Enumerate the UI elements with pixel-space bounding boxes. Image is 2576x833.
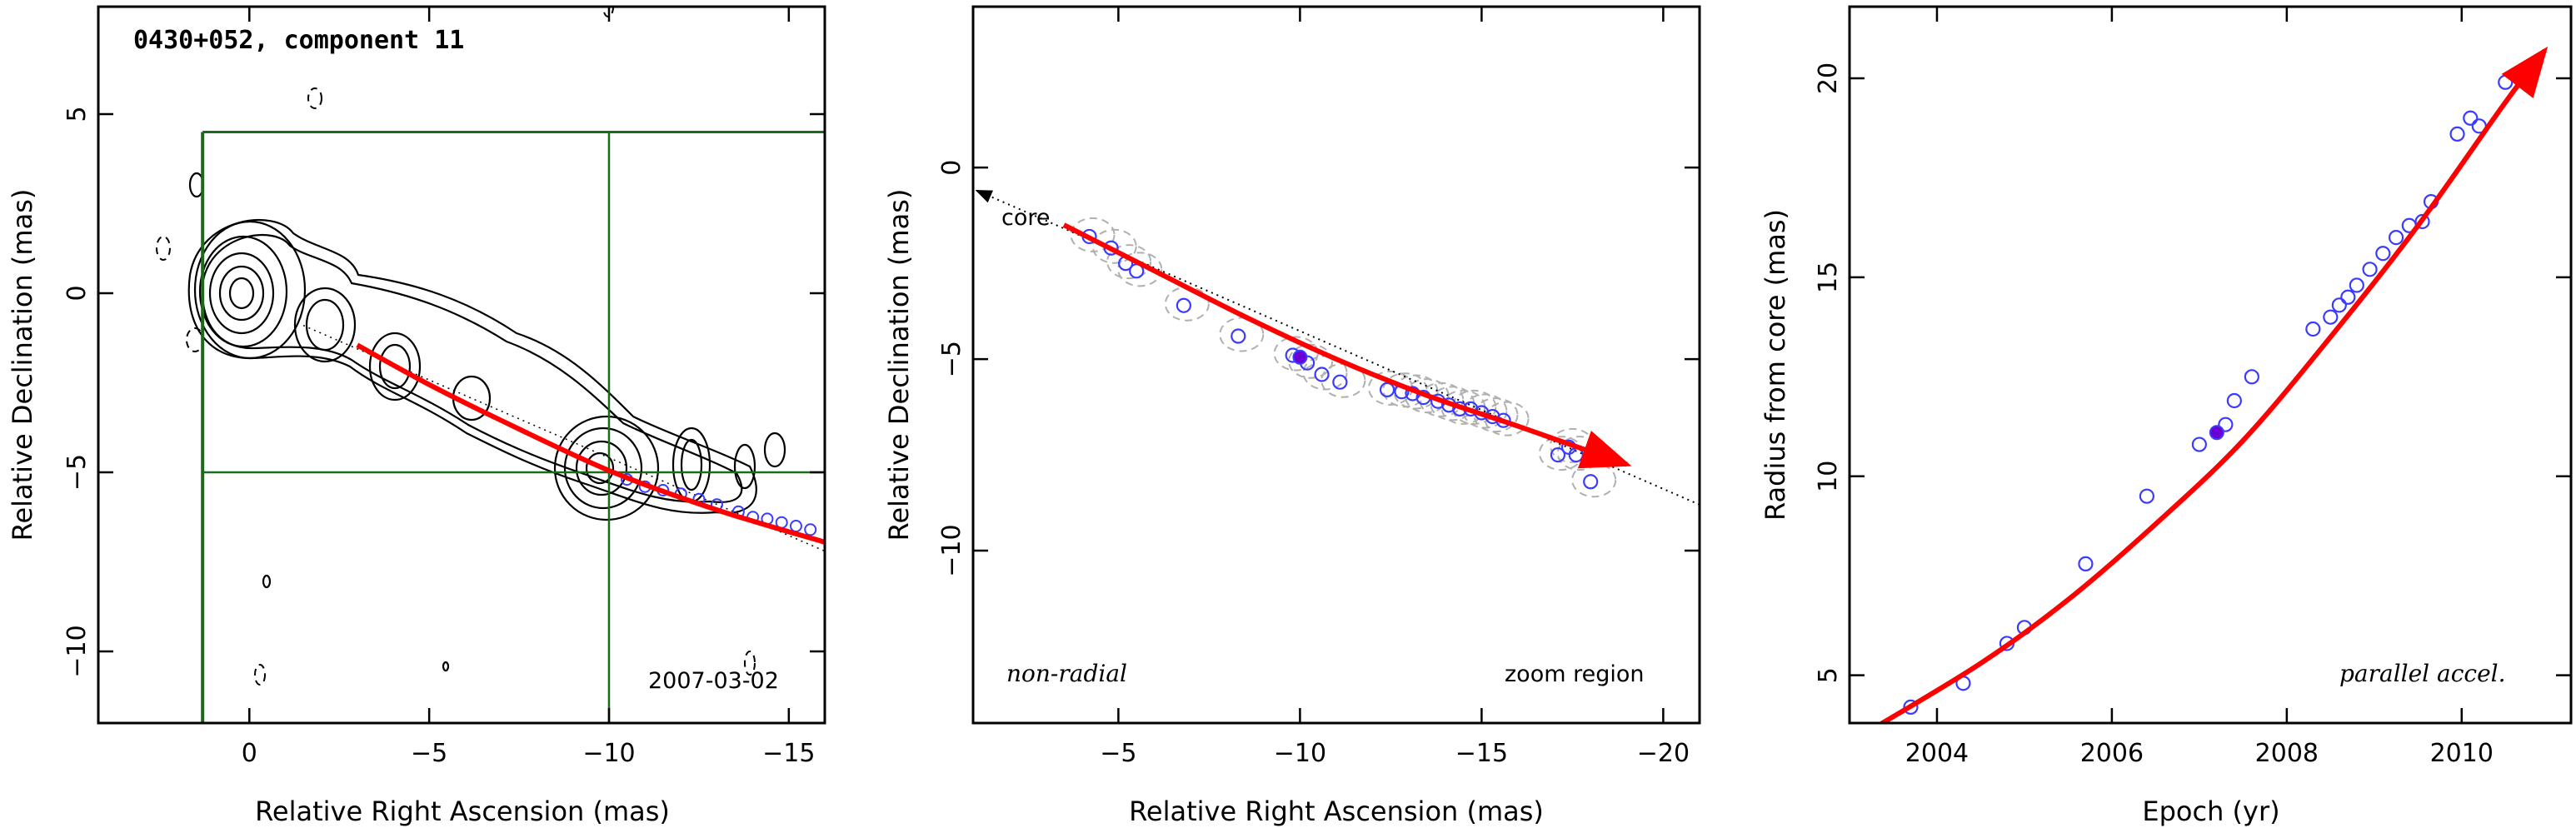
beam-circle: [1117, 252, 1163, 287]
radius-point: [2449, 126, 2465, 142]
x-tick-label: −5: [411, 739, 447, 768]
radius-point: [2349, 277, 2364, 293]
component-point: [789, 520, 802, 532]
radius-point: [2191, 436, 2207, 452]
panel2-annotation-right: zoom region: [1505, 661, 1644, 687]
panel1-title: 0430+052, component 11: [133, 26, 464, 55]
x-tick-label: −10: [1274, 739, 1326, 768]
x-tick-label: −20: [1637, 739, 1690, 768]
panel3-x-axis-label: Epoch (yr): [2142, 796, 2279, 827]
beam-circle: [1106, 244, 1152, 280]
x-tick-label: 2006: [2080, 739, 2144, 768]
radius-point: [2498, 74, 2514, 90]
panel2-core-label: core: [1001, 205, 1050, 231]
panel2-frame: [971, 5, 1701, 725]
beam-circle: [1091, 228, 1137, 264]
fit-trajectory: [1062, 222, 1632, 469]
radius-point: [2362, 262, 2378, 277]
beam-circle: [1164, 286, 1210, 322]
radius-point: [1903, 699, 1919, 715]
radius-point: [2388, 230, 2404, 246]
panel3-y-axis-label: Radius from core (mas): [1760, 209, 1791, 521]
beam-circle: [1462, 393, 1508, 429]
x-tick-label: −5: [1100, 739, 1136, 768]
highlighted-epoch-point: [2209, 425, 2224, 441]
component-point: [1332, 374, 1348, 390]
radius-point: [2139, 488, 2154, 504]
beam-circle: [1571, 462, 1617, 498]
beam-circle: [1070, 217, 1116, 252]
radius-point: [2078, 556, 2094, 571]
panel1-date-label: 2007-03-02: [648, 668, 779, 694]
radius-point: [2218, 416, 2234, 432]
acceleration-fit: [1877, 46, 2549, 723]
beam-circle: [1419, 382, 1465, 417]
fit-trajectory: [356, 342, 825, 545]
highlighted-epoch-point: [1292, 349, 1308, 365]
radius-point: [2226, 392, 2242, 409]
y-tick-label: −5: [937, 341, 966, 377]
radius-point: [2414, 213, 2430, 230]
component-point: [1314, 367, 1330, 382]
x-tick-label: 2008: [2255, 739, 2319, 768]
x-tick-label: −15: [1455, 739, 1508, 768]
x-tick-label: 2010: [2430, 739, 2494, 768]
component-point: [1176, 297, 1191, 313]
component-point: [804, 523, 817, 536]
radius-point: [2305, 321, 2321, 337]
beam-circle: [1404, 378, 1450, 414]
radius-point: [2323, 309, 2339, 325]
panel1-y-axis-label: Relative Declination (mas): [7, 189, 38, 541]
radius-point: [2244, 369, 2259, 385]
y-tick-label: 5: [62, 106, 92, 122]
beam-circle: [1473, 397, 1519, 433]
y-tick-label: 5: [1814, 667, 1843, 683]
y-tick-label: −5: [62, 454, 92, 491]
panel2-x-axis-label: Relative Right Ascension (mas): [1129, 796, 1544, 827]
x-tick-label: 2004: [1905, 739, 1969, 768]
beam-circle: [1393, 374, 1439, 410]
radius-point: [2331, 297, 2347, 313]
panel1-x-axis-label: Relative Right Ascension (mas): [255, 796, 670, 827]
panel2-annotation-left: non-radial: [1006, 660, 1127, 687]
radius-point: [2340, 289, 2356, 305]
panel3-frame: [1848, 5, 2573, 725]
y-tick-label: 20: [1814, 62, 1843, 94]
beam-circle: [1288, 343, 1334, 379]
x-tick-label: −10: [582, 739, 635, 768]
y-tick-label: 15: [1814, 262, 1843, 293]
y-tick-label: −10: [62, 625, 92, 677]
y-tick-label: 10: [1814, 461, 1843, 492]
radius-point: [2375, 246, 2391, 262]
y-tick-label: 0: [62, 285, 92, 301]
x-tick-label: −15: [762, 739, 815, 768]
x-tick-label: 0: [242, 739, 257, 768]
y-tick-label: −10: [937, 524, 966, 576]
radius-point: [2463, 110, 2479, 126]
panel2-y-axis-label: Relative Declination (mas): [883, 189, 915, 541]
component-point: [1583, 474, 1599, 490]
beam-circle: [1451, 389, 1497, 425]
beam-circle: [1484, 401, 1530, 436]
y-tick-label: 0: [937, 160, 966, 176]
component-point: [1550, 446, 1566, 463]
panel1-frame: [97, 5, 826, 725]
panel3-annotation: parallel accel.: [2339, 660, 2506, 687]
component-point: [1379, 382, 1395, 397]
component-point: [1231, 328, 1246, 344]
contour-map: [156, 7, 786, 686]
